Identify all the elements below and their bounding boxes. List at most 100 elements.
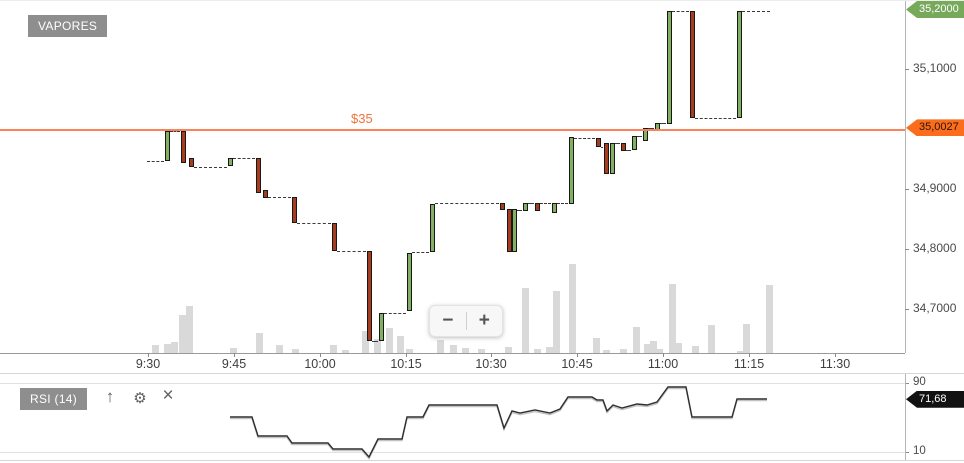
time-tick-label: 9:45 [221, 357, 247, 371]
volume-bar [546, 347, 553, 353]
price-connector [517, 210, 522, 211]
price-connector [297, 223, 331, 225]
alert-price-line[interactable] [0, 129, 905, 131]
candle-bar [569, 136, 574, 204]
candle-bar [228, 157, 233, 166]
price-connector [337, 250, 366, 252]
volume-bar [553, 291, 560, 353]
volume-bar [675, 343, 682, 353]
rsi-chart-area[interactable] [0, 374, 905, 460]
time-tick-mark [577, 353, 578, 357]
up-arrow-icon[interactable]: ↑ [105, 387, 115, 406]
volume-bar [386, 328, 393, 353]
volume-bar [692, 346, 699, 353]
volume-bar [593, 338, 600, 353]
price-connector [637, 136, 642, 138]
candle-bar [512, 208, 517, 252]
price-tick-label: 34,8000 [913, 241, 957, 255]
rsi-tick-mark [905, 452, 909, 453]
time-tick-mark [234, 353, 235, 357]
volume-bar [766, 285, 773, 353]
zoom-control: − + [429, 305, 503, 337]
candle-bar [507, 208, 512, 252]
gear-icon[interactable]: ⚙ [133, 390, 147, 407]
candle-bar [256, 157, 261, 193]
candle-bar [737, 10, 742, 118]
price-tick-mark [905, 189, 909, 190]
time-tick-label: 11:15 [733, 357, 765, 371]
candle-bar [189, 157, 194, 167]
price-tick-mark [905, 249, 909, 250]
volume-bar [569, 264, 576, 353]
volume-bar [669, 284, 676, 353]
candle-bar [430, 204, 435, 252]
candle-bar [690, 10, 695, 118]
price-connector [672, 10, 689, 12]
volume-bar [505, 347, 512, 353]
alert-price-label: $35 [351, 111, 373, 126]
time-tick-mark [406, 353, 407, 357]
price-tick-label: 34,7000 [913, 301, 957, 315]
volume-bar [522, 288, 529, 353]
price-connector [615, 142, 620, 144]
time-tick-label: 10:15 [390, 357, 422, 371]
time-tick-mark [663, 353, 664, 357]
price-connector [412, 252, 429, 253]
last-price-tag: 35,0027 [906, 119, 964, 137]
candle-bar [407, 253, 412, 311]
rsi-axis-line [905, 374, 906, 460]
price-connector [194, 166, 227, 168]
price-tick-label: 35,1000 [913, 61, 957, 75]
price-tick-label: 34,9000 [913, 181, 957, 195]
volume-bar [256, 333, 263, 353]
candle-bar [552, 202, 557, 213]
close-icon[interactable]: × [162, 385, 174, 406]
zoom-in-button[interactable]: + [478, 310, 490, 331]
volume-bar [478, 349, 485, 353]
price-connector [268, 196, 291, 198]
volume-bar [437, 340, 444, 353]
candle-bar [643, 127, 648, 141]
candle-bar [610, 142, 615, 174]
price-connector [170, 130, 180, 132]
volume-bar [152, 345, 159, 353]
volume-bar [406, 349, 413, 353]
volume-bar [171, 342, 178, 353]
volume-bar [644, 344, 651, 353]
zoom-divider [465, 312, 467, 330]
zoom-out-button[interactable]: − [442, 310, 454, 331]
price-connector [601, 147, 603, 148]
volume-bar [276, 345, 283, 353]
rsi-gridline [0, 383, 905, 384]
volume-bar [620, 349, 627, 353]
volume-bar [374, 339, 381, 353]
time-tick-mark [320, 353, 321, 357]
price-connector [742, 10, 770, 12]
volume-bar [330, 345, 337, 353]
volume-bar [362, 331, 369, 353]
rsi-indicator-badge[interactable]: RSI (14) [20, 388, 88, 410]
volume-bar [708, 325, 715, 353]
rsi-value-tag: 71,68 [906, 390, 964, 408]
candle-bar [596, 138, 601, 147]
candle-bar [667, 10, 672, 124]
rsi-tick-label: 10 [913, 445, 926, 457]
time-tick-mark [148, 353, 149, 357]
candle-bar [621, 142, 626, 151]
price-connector [147, 160, 164, 162]
volume-bar [650, 341, 657, 353]
volume-bar [603, 350, 610, 353]
time-tick-label: 11:00 [647, 357, 679, 371]
candle-bar [379, 313, 384, 341]
price-connector [233, 157, 255, 159]
volume-bar [342, 350, 349, 353]
candle-bar [523, 202, 528, 211]
time-tick-label: 10:45 [561, 357, 593, 371]
candle-bar [332, 223, 337, 251]
price-connector [435, 202, 499, 204]
volume-bar [462, 348, 469, 353]
price-connector [540, 202, 551, 204]
candle-bar [165, 130, 170, 161]
price-connector [372, 340, 378, 342]
volume-bar [450, 345, 457, 353]
